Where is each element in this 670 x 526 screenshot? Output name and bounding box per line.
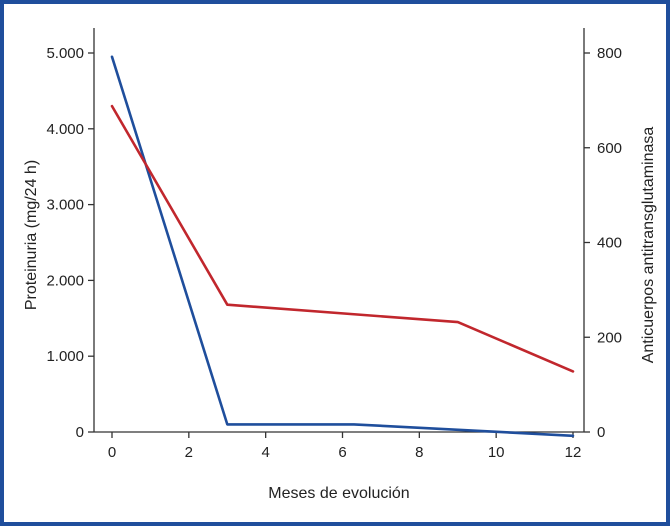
y-axis-right-title: Anticuerpos antitransglutaminasa: [640, 127, 657, 364]
x-axis-title: Meses de evolución: [268, 485, 409, 502]
x-tick-label: 2: [185, 444, 193, 461]
x-tick-label: 10: [488, 444, 505, 461]
x-tick-label: 4: [261, 444, 269, 461]
series-line-1: [110, 55, 575, 438]
y-left-tick-label: 2.000: [46, 272, 84, 289]
y-left-tick-label: 0: [76, 424, 84, 441]
ticks: 0 2 4 6 8 10 12 0 1.000 2.000 3.000 4.000 5.000 0 200 4…: [46, 45, 622, 461]
x-tick-label: 12: [565, 444, 582, 461]
y-right-tick-label: 800: [597, 45, 622, 62]
y-right-tick-label: 200: [597, 329, 622, 346]
y-right-tick-label: 0: [597, 424, 605, 441]
y-right-tick-label: 600: [597, 140, 622, 157]
x-tick-label: 0: [108, 444, 116, 461]
y-left-tick-label: 1.000: [46, 348, 84, 365]
x-tick-label: 8: [415, 444, 423, 461]
y-right-tick-label: 400: [597, 235, 622, 252]
y-left-tick-label: 5.000: [46, 45, 84, 62]
y-left-tick-label: 4.000: [46, 121, 84, 138]
y-left-tick-label: 3.000: [46, 197, 84, 214]
x-tick-label: 6: [338, 444, 346, 461]
y-axis-left-title: Proteinuria (mg/24 h): [23, 160, 40, 310]
series-line-2: [110, 104, 575, 373]
series-lines: [110, 55, 575, 438]
